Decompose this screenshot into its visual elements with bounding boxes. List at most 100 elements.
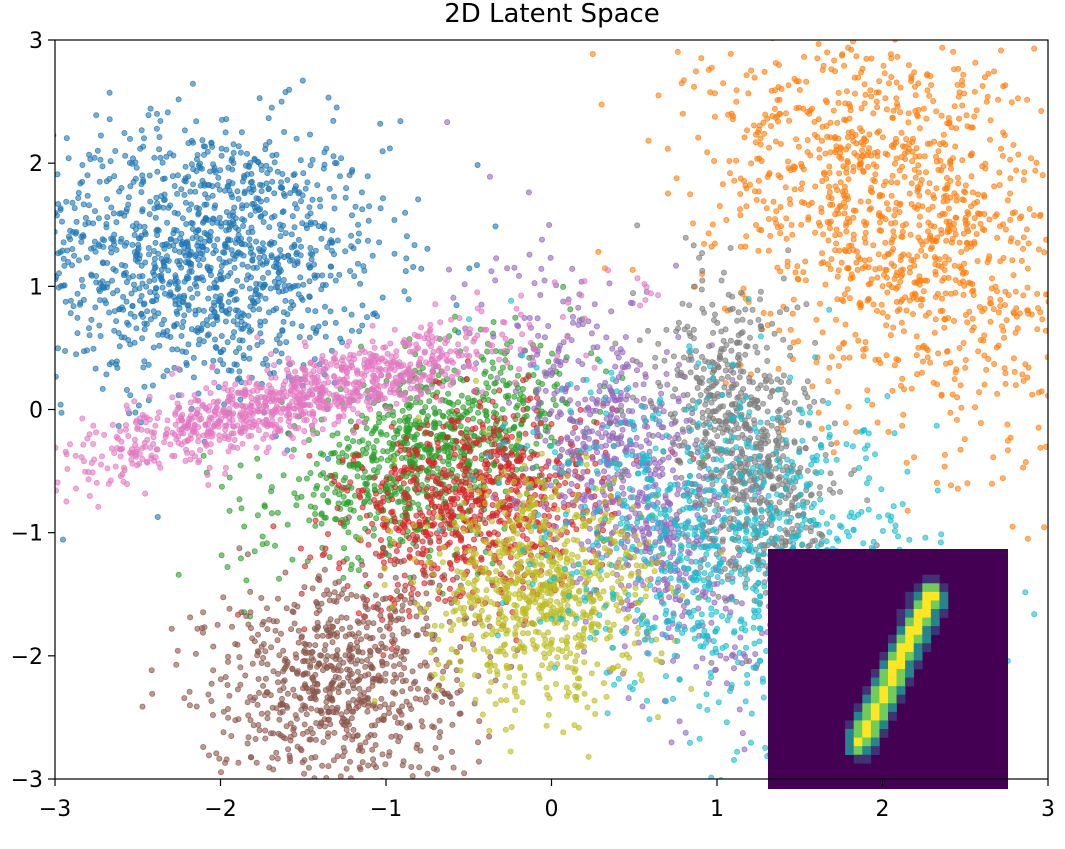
scatter-point: [748, 160, 755, 167]
scatter-point: [223, 259, 230, 266]
scatter-point: [929, 203, 936, 210]
scatter-point: [742, 243, 749, 250]
scatter-point: [403, 434, 410, 441]
scatter-point: [97, 332, 104, 339]
scatter-point: [127, 183, 134, 190]
scatter-point: [811, 131, 818, 138]
scatter-point: [122, 152, 129, 159]
scatter-point: [1024, 96, 1031, 103]
scatter-point: [368, 430, 375, 437]
scatter-point: [240, 222, 247, 229]
scatter-point: [965, 279, 972, 286]
scatter-point: [926, 180, 933, 187]
scatter-point: [427, 430, 434, 437]
scatter-point: [537, 420, 544, 427]
scatter-point: [942, 316, 949, 323]
scatter-point: [795, 104, 802, 111]
scatter-point: [130, 281, 137, 288]
scatter-point: [622, 333, 629, 340]
scatter-point: [418, 265, 425, 272]
scatter-point: [663, 348, 670, 355]
scatter-point: [899, 228, 906, 235]
scatter-point: [341, 306, 348, 313]
scatter-point: [774, 264, 781, 271]
scatter-point: [1000, 327, 1007, 334]
scatter-point: [334, 504, 341, 511]
scatter-point: [383, 431, 390, 438]
scatter-point: [836, 203, 843, 210]
scatter-point: [550, 396, 557, 403]
scatter-point: [596, 388, 603, 395]
scatter-point: [73, 218, 80, 225]
scatter-point: [560, 499, 567, 506]
scatter-point: [854, 266, 861, 273]
scatter-point: [977, 220, 984, 227]
scatter-point: [398, 443, 405, 450]
scatter-point: [876, 128, 883, 135]
scatter-point: [500, 377, 507, 384]
scatter-point: [411, 457, 418, 464]
scatter-point: [396, 525, 403, 532]
scatter-point: [457, 489, 464, 496]
scatter-point: [372, 550, 379, 557]
scatter-point: [952, 231, 959, 238]
scatter-point: [284, 252, 291, 259]
scatter-point: [450, 445, 457, 452]
scatter-point: [838, 155, 845, 162]
scatter-point: [74, 290, 81, 297]
scatter-point: [297, 198, 304, 205]
scatter-point: [110, 210, 117, 217]
scatter-point: [589, 428, 596, 435]
scatter-point: [634, 367, 641, 374]
scatter-point: [145, 244, 152, 251]
scatter-point: [277, 226, 284, 233]
scatter-point: [826, 225, 833, 232]
scatter-point: [359, 759, 366, 766]
scatter-point: [659, 465, 666, 472]
scatter-point: [940, 131, 947, 138]
scatter-point: [157, 154, 164, 161]
scatter-point: [545, 322, 552, 329]
scatter-point: [385, 411, 392, 418]
scatter-point: [960, 230, 967, 237]
scatter-point: [324, 243, 331, 250]
scatter-point: [319, 272, 326, 279]
scatter-point: [994, 390, 1001, 397]
scatter-point: [675, 395, 682, 402]
scatter-point: [582, 396, 589, 403]
scatter-point: [429, 462, 436, 469]
scatter-point: [322, 320, 329, 327]
scatter-point: [1012, 329, 1019, 336]
scatter-point: [818, 204, 825, 211]
scatter-point: [580, 468, 587, 475]
scatter-point: [71, 252, 78, 259]
scatter-point: [309, 196, 316, 203]
scatter-point: [952, 143, 959, 150]
scatter-point: [172, 272, 179, 279]
scatter-point: [1026, 205, 1033, 212]
scatter-point: [337, 335, 344, 342]
scatter-point: [560, 298, 567, 305]
scatter-point: [340, 558, 347, 565]
scatter-point: [355, 554, 362, 561]
scatter-point: [342, 474, 349, 481]
scatter-point: [402, 209, 409, 216]
scatter-point: [156, 203, 163, 210]
scatter-point: [216, 214, 223, 221]
scatter-point: [377, 120, 384, 127]
scatter-point: [885, 428, 892, 435]
scatter-point: [538, 471, 545, 478]
scatter-point: [658, 390, 665, 397]
scatter-point: [401, 288, 408, 295]
scatter-point: [226, 212, 233, 219]
scatter-point: [798, 185, 805, 192]
scatter-point: [392, 574, 399, 581]
scatter-point: [407, 685, 414, 692]
scatter-point: [78, 238, 85, 245]
scatter-point: [374, 469, 381, 476]
scatter-point: [321, 514, 328, 521]
scatter-point: [881, 70, 888, 77]
scatter-point: [962, 221, 969, 228]
scatter-point: [73, 351, 80, 358]
scatter-point: [698, 55, 705, 62]
